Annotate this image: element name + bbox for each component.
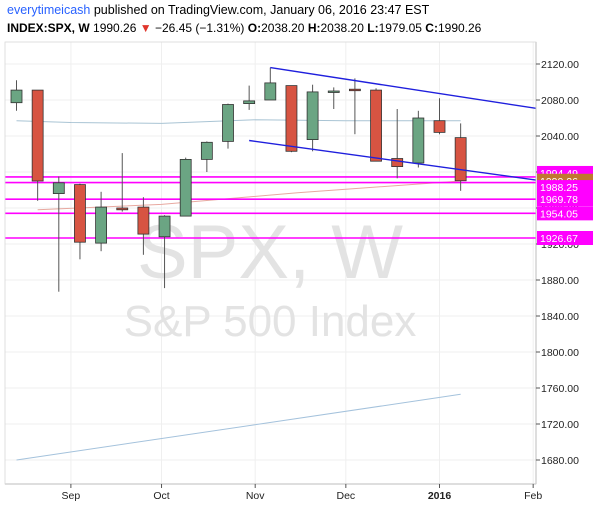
candle-body-up <box>222 104 234 142</box>
level-label: 1954.05 <box>540 208 578 220</box>
candle[interactable] <box>264 67 277 101</box>
x-tick-label: Oct <box>153 490 169 502</box>
candle-body-down <box>116 207 129 211</box>
level-label: 1926.67 <box>540 233 578 245</box>
chart-pane[interactable]: SPX, WS&P 500 Index <box>5 42 575 484</box>
level-label-bg <box>537 230 593 245</box>
published-text: published on TradingView.com, January 06… <box>90 3 430 17</box>
candle-body-down <box>433 120 446 133</box>
candle[interactable] <box>370 88 382 162</box>
open-value: 2038.20 <box>261 21 305 35</box>
candle[interactable] <box>391 109 404 179</box>
candle-body-up <box>52 182 65 195</box>
open-label: O: <box>247 21 262 35</box>
x-tick-label: 2016 <box>428 490 452 502</box>
down-arrow-icon: ▼ <box>139 21 152 35</box>
candle-body-up <box>264 82 277 101</box>
candle[interactable] <box>200 141 213 172</box>
candle-body-up <box>412 117 425 164</box>
candle-body-up <box>179 158 192 217</box>
moving-average-short <box>16 119 461 124</box>
publish-header: everytimeicash published on TradingView.… <box>7 3 429 17</box>
candle-body-down <box>31 89 44 182</box>
candle[interactable] <box>243 85 256 110</box>
x-tick-label: Dec <box>336 490 355 502</box>
y-tick-label: 2080.00 <box>541 95 579 107</box>
plot-frame <box>4 41 537 485</box>
price-change: −26.45 (−1.31%) <box>155 21 245 35</box>
candle[interactable] <box>95 191 107 252</box>
last-price: 1990.26 <box>93 21 137 35</box>
candle[interactable] <box>327 87 340 109</box>
candle-body-down <box>348 88 361 92</box>
trendline[interactable] <box>270 66 575 115</box>
y-tick-label: 1800.00 <box>541 347 579 359</box>
watermark-symbol: SPX, W <box>137 210 403 295</box>
high-label: H: <box>307 21 321 35</box>
candle[interactable] <box>285 85 298 153</box>
candle-body-down <box>370 89 382 162</box>
level-label: 1988.25 <box>540 182 578 194</box>
low-label: L: <box>367 21 379 35</box>
candle[interactable] <box>348 78 361 135</box>
level-label-bg <box>537 180 593 195</box>
x-tick-label: Sep <box>62 490 81 502</box>
candle[interactable] <box>137 197 150 255</box>
trendline[interactable] <box>249 139 575 186</box>
y-tick-label: 1760.00 <box>541 383 579 395</box>
candle-body-down <box>137 206 150 235</box>
y-tick-label: 1880.00 <box>541 275 579 287</box>
candle[interactable] <box>116 153 129 212</box>
candle-body-up <box>158 215 171 238</box>
ohlc-header: INDEX:SPX, W 1990.26 ▼ −26.45 (−1.31%) O… <box>7 21 481 35</box>
y-tick-label: 1840.00 <box>541 311 579 323</box>
candle[interactable] <box>433 98 446 135</box>
y-tick-label: 1680.00 <box>541 455 579 467</box>
y-tick-label: 1720.00 <box>541 419 579 431</box>
candle-body-down <box>454 137 467 182</box>
candle-body-up <box>200 141 213 160</box>
close-label: C: <box>425 21 438 35</box>
candle[interactable] <box>222 103 234 149</box>
level-label: 1969.78 <box>540 194 578 206</box>
candle[interactable] <box>10 80 23 111</box>
candle-body-down <box>285 85 298 152</box>
candle[interactable] <box>179 157 192 217</box>
candle-body-up <box>306 91 319 141</box>
low-value: 1979.05 <box>378 21 422 35</box>
candle-body-up <box>95 206 107 244</box>
high-value: 2038.20 <box>320 21 364 35</box>
x-tick-label: Feb <box>524 490 542 502</box>
candle-body-up <box>10 89 23 104</box>
level-label-bg <box>537 206 593 221</box>
candle[interactable] <box>52 176 65 292</box>
candle[interactable] <box>158 215 171 289</box>
level-label-bg <box>537 192 593 207</box>
candle[interactable] <box>306 84 319 152</box>
candle-body-down <box>74 184 86 243</box>
candle[interactable] <box>74 183 86 260</box>
author-link[interactable]: everytimeicash <box>7 3 91 17</box>
watermark-name: S&P 500 Index <box>124 297 417 346</box>
candle-body-up <box>243 100 256 105</box>
candle[interactable] <box>454 123 467 191</box>
x-tick-label: Nov <box>246 490 265 502</box>
candle-body-down <box>391 158 404 168</box>
symbol-label[interactable]: INDEX:SPX, W <box>7 21 90 35</box>
candle-body-up <box>327 90 340 93</box>
y-tick-label: 2120.00 <box>541 59 579 71</box>
moving-average-long <box>16 393 461 461</box>
y-tick-label: 2040.00 <box>541 131 579 143</box>
close-value: 1990.26 <box>437 21 482 35</box>
candle[interactable] <box>31 89 44 201</box>
candle[interactable] <box>412 110 425 168</box>
